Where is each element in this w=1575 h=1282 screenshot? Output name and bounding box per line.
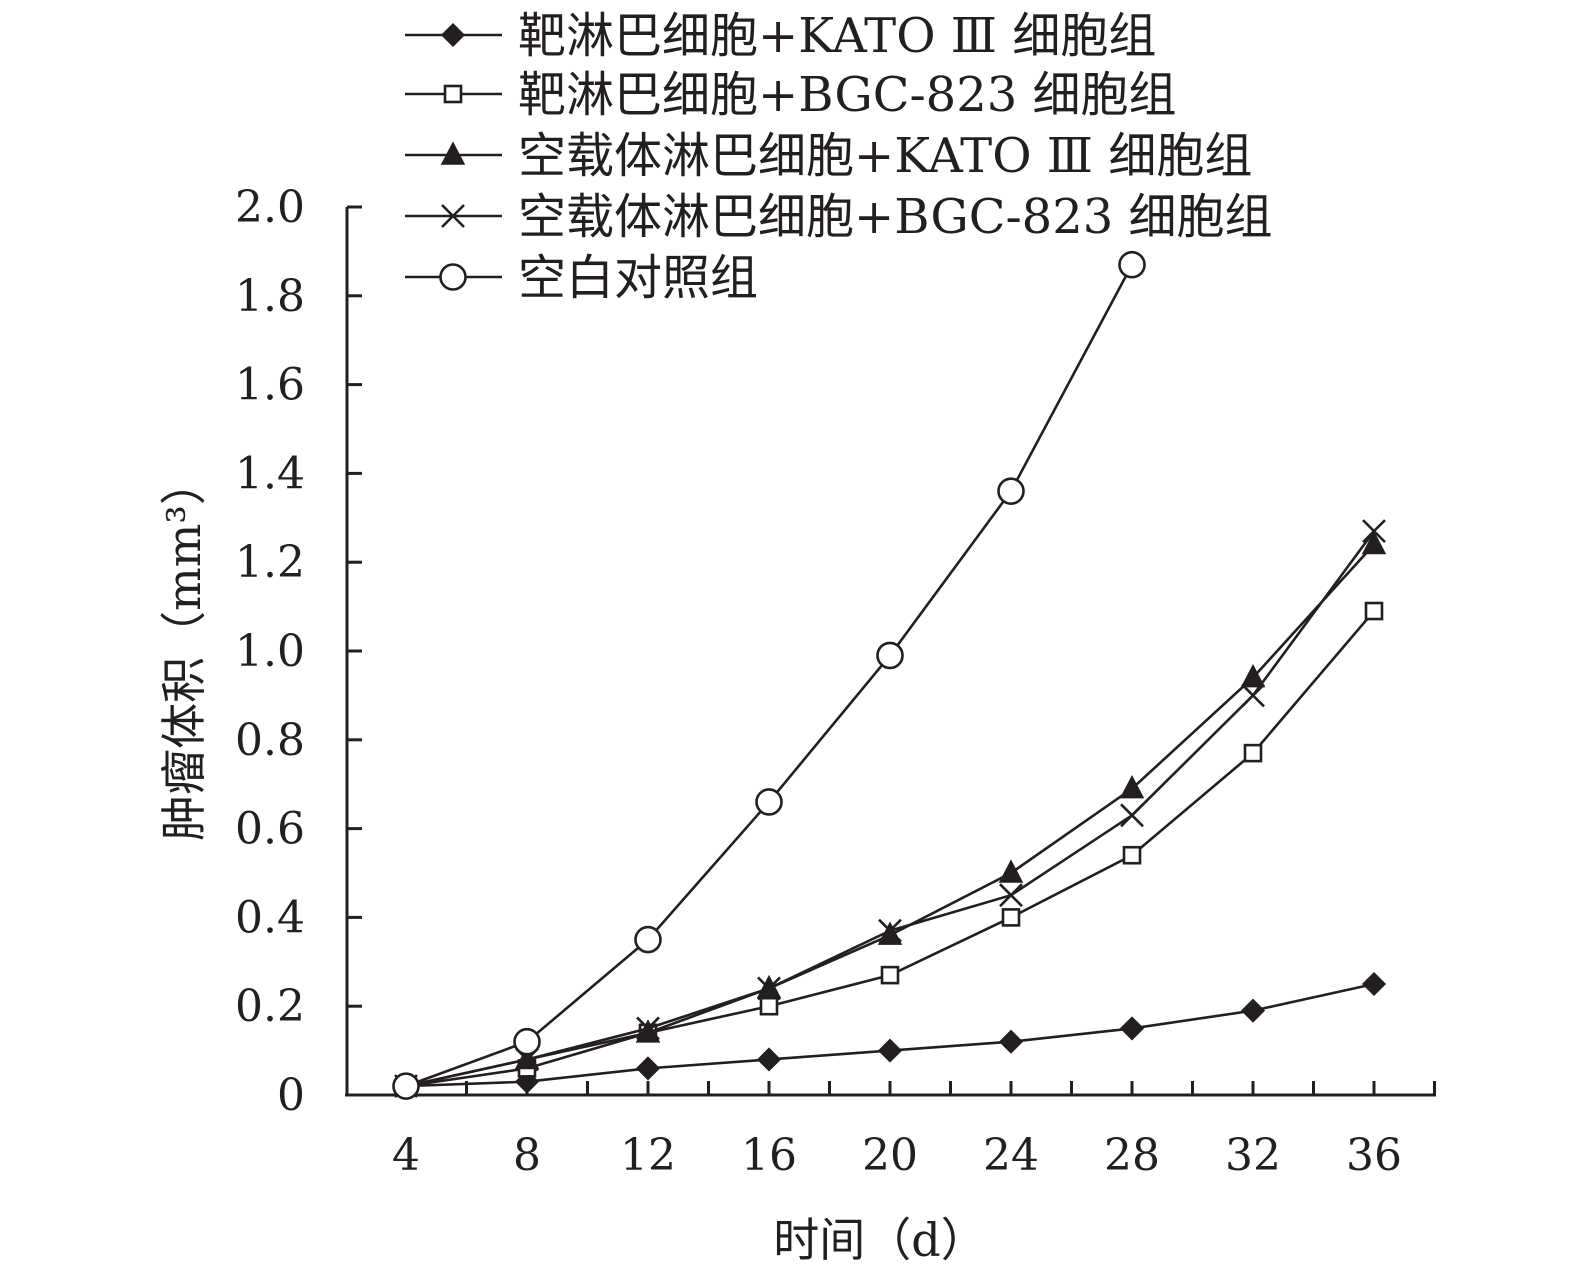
data-point [998, 859, 1024, 883]
data-point [1361, 971, 1387, 997]
y-axis-ticks: 0 0.2 0.4 0.6 0.8 1.0 1.2 1.4 1.6 1.8 2.0 [235, 182, 362, 1121]
x-tick-label: 32 [1225, 1130, 1281, 1181]
data-point [756, 1047, 782, 1072]
data-point [635, 1019, 661, 1043]
series-2 [396, 601, 1384, 1096]
data-point [392, 1072, 420, 1100]
legend-item-3: 空载体淋巴细胞+KATO Ⅲ 细胞组 [405, 128, 1252, 184]
x-tick-label: 36 [1346, 1130, 1402, 1181]
data-point [635, 1056, 661, 1081]
data-point [1001, 908, 1021, 927]
data-point [1361, 530, 1387, 555]
data-point [513, 1027, 541, 1056]
data-point [757, 976, 781, 1001]
data-point [634, 925, 662, 954]
y-tick-label: 1.2 [235, 537, 305, 588]
legend-marker [443, 84, 463, 104]
series-4 [394, 519, 1386, 1099]
y-tick-label: 0.8 [235, 715, 305, 766]
data-point [997, 477, 1025, 505]
series-layer [392, 250, 1387, 1100]
series-line [405, 530, 1376, 1088]
data-point [636, 1016, 660, 1041]
series-1 [393, 971, 1387, 1099]
y-tick-label: 1.4 [235, 448, 305, 499]
legend-item-5: 空白对照组 [405, 250, 758, 306]
series-line [405, 264, 1134, 1088]
series-line [405, 982, 1375, 1088]
legend-label: 空白对照组 [518, 250, 758, 306]
data-point [1240, 664, 1266, 688]
data-point [755, 788, 783, 816]
y-tick-label: 1.6 [235, 360, 305, 411]
data-point [1120, 803, 1144, 828]
x-axis-ticks: 4 8 12 16 20 24 28 32 36 [392, 1081, 1436, 1181]
x-tick-label: 8 [513, 1130, 541, 1181]
legend-label: 空载体淋巴细胞+KATO Ⅲ 细胞组 [518, 128, 1252, 184]
legend-item-2: 靶淋巴细胞+BGC-823 细胞组 [405, 67, 1177, 123]
legend-marker [440, 22, 466, 48]
data-point [877, 1038, 903, 1063]
data-point [880, 965, 900, 985]
series-5 [392, 250, 1146, 1100]
legend-item-4: 空载体淋巴细胞+BGC-823 细胞组 [405, 189, 1273, 245]
legend-marker [439, 263, 467, 291]
legend-item-1: 靶淋巴细胞+KATO Ⅲ 细胞组 [405, 8, 1156, 64]
y-tick-label: 0.6 [235, 804, 305, 855]
data-point [998, 1029, 1024, 1054]
data-point [759, 996, 779, 1016]
y-axis-title: 肿瘤体积（mm³） [157, 459, 211, 841]
series-3 [393, 530, 1387, 1096]
x-tick-label: 20 [862, 1130, 918, 1181]
data-point [1240, 998, 1266, 1023]
x-axis-title: 时间（d） [773, 1213, 986, 1267]
legend-label: 靶淋巴细胞+KATO Ⅲ 细胞组 [518, 8, 1156, 64]
data-point [1122, 845, 1142, 865]
legend-label: 靶淋巴细胞+BGC-823 细胞组 [518, 67, 1177, 123]
x-tick-label: 4 [392, 1130, 420, 1181]
y-tick-label: 0.2 [235, 981, 305, 1032]
x-tick-label: 16 [741, 1130, 797, 1181]
data-point [1119, 775, 1145, 799]
y-tick-label: 1.8 [235, 271, 305, 322]
legend-marker [440, 141, 466, 165]
y-tick-label: 2.0 [235, 182, 305, 233]
data-point [999, 883, 1023, 908]
data-point [1119, 1016, 1145, 1041]
x-tick-label: 28 [1104, 1130, 1160, 1181]
data-point [1243, 743, 1263, 763]
legend-label: 空载体淋巴细胞+BGC-823 细胞组 [518, 189, 1273, 245]
legend-marker [441, 204, 465, 228]
data-point [1362, 519, 1386, 544]
series-line [405, 543, 1375, 1088]
data-point [1364, 601, 1384, 621]
x-tick-label: 12 [620, 1130, 676, 1181]
data-point [1118, 250, 1146, 279]
data-point [1241, 683, 1265, 708]
y-tick-label: 1.0 [235, 626, 305, 677]
y-tick-label: 0 [277, 1070, 305, 1121]
data-point [876, 641, 904, 670]
data-point [878, 918, 902, 943]
y-tick-label: 0.4 [235, 892, 305, 943]
x-tick-label: 24 [983, 1130, 1039, 1181]
